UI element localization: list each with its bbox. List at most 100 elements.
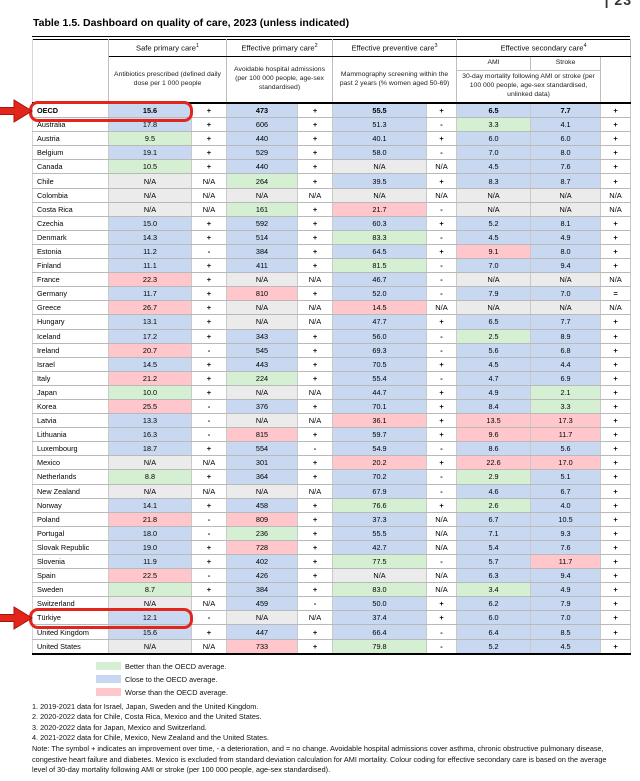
admissions-value-cell: 458 (226, 498, 298, 513)
mammography-trend-cell: + (426, 357, 458, 372)
mammography-value-cell: 56.0 (332, 329, 428, 344)
worse-swatch-icon (96, 688, 121, 697)
stroke-value-cell: 4.1 (530, 117, 602, 133)
admissions-value-cell: 733 (226, 639, 298, 655)
mammography-value-cell: 39.5 (332, 173, 428, 189)
antibiotics-value-cell: 11.1 (108, 258, 192, 274)
ami-value-cell: 3.3 (456, 117, 532, 133)
antibiotics-trend-cell: + (191, 131, 227, 147)
admissions-value-cell: 343 (226, 329, 298, 344)
country-cell: Korea (32, 399, 109, 415)
stroke-value-cell: 8.1 (530, 216, 602, 231)
mammography-trend-cell: N/A (426, 526, 458, 541)
country-cell: Iceland (32, 329, 109, 344)
secondary-trend-cell: + (600, 314, 632, 330)
antibiotics-value-cell: 13.3 (108, 413, 192, 429)
admissions-trend-cell: + (296, 624, 334, 640)
admissions-trend-cell: + (296, 159, 334, 175)
mammography-value-cell: 42.7 (332, 540, 428, 556)
admissions-trend-cell: + (296, 230, 334, 245)
group-effective-primary-care: Effective primary care2 (225, 39, 334, 57)
admissions-value-cell: 545 (226, 343, 298, 358)
mammography-value-cell: 70.5 (332, 357, 428, 372)
mammography-value-cell: 55.4 (332, 371, 428, 386)
mammography-trend-cell: + (426, 102, 458, 119)
country-cell: Mexico (32, 455, 109, 471)
secondary-trend-cell: + (600, 385, 632, 400)
admissions-value-cell: 161 (226, 202, 298, 217)
mammography-value-cell: 59.7 (332, 427, 428, 443)
antibiotics-trend-cell: + (191, 357, 227, 372)
stroke-value-cell: N/A (530, 188, 602, 203)
ami-value-cell: 2.5 (456, 329, 532, 344)
antibiotics-trend-cell: N/A (191, 202, 227, 217)
secondary-trend-cell: + (600, 145, 632, 161)
ami-value-cell: 6.2 (456, 596, 532, 612)
footnote-3: 3. 2020-2022 data for Japan, Mexico and … (32, 722, 207, 732)
antibiotics-value-cell: N/A (108, 596, 192, 612)
antibiotics-value-cell: 18.7 (108, 441, 192, 457)
antibiotics-trend-cell: + (191, 102, 227, 119)
admissions-value-cell: 440 (226, 131, 298, 147)
antibiotics-value-cell: 15.6 (108, 102, 192, 119)
secondary-trend-cell: + (600, 596, 632, 612)
ami-value-cell: 4.9 (456, 385, 532, 400)
admissions-trend-cell: + (296, 639, 334, 655)
secondary-trend-cell: N/A (600, 188, 632, 203)
table-row: Latvia 13.3- N/A N/A 36.1 +13.5 17.3 + (32, 413, 632, 429)
secondary-trend-cell: + (600, 413, 632, 429)
admissions-value-cell: 473 (226, 102, 298, 119)
mammography-value-cell: 47.7 (332, 314, 428, 330)
antibiotics-value-cell: 13.1 (108, 314, 192, 330)
table-row: Luxembourg 18.7 +554-54.9-8.6 5.6 + (32, 441, 632, 457)
admissions-value-cell: N/A (226, 272, 298, 288)
antibiotics-value-cell: 11.7 (108, 286, 192, 302)
ami-value-cell: 4.7 (456, 371, 532, 386)
mammography-trend-cell: - (426, 145, 458, 161)
subheader-antibiotics: Antibiotics prescribed (defined daily do… (108, 56, 227, 104)
stroke-value-cell: 6.7 (530, 484, 602, 499)
secondary-trend-cell: + (600, 526, 632, 541)
antibiotics-value-cell: 12.1 (108, 610, 192, 626)
mammography-trend-cell: + (426, 173, 458, 189)
mammography-value-cell: 20.2 (332, 455, 428, 471)
secondary-trend-cell: + (600, 357, 632, 372)
antibiotics-trend-cell: + (191, 145, 227, 161)
secondary-trend-cell: + (600, 216, 632, 231)
table-row: Austria 9.5 +440 +40.1 +6.0 6.0 + (32, 131, 632, 147)
stroke-value-cell: 17.0 (530, 455, 602, 471)
ami-value-cell: 6.0 (456, 610, 532, 626)
mammography-value-cell: 52.0 (332, 286, 428, 302)
antibiotics-trend-cell: + (191, 540, 227, 556)
table-row: Switzerland N/A N/A 459-50.0 +6.2 7.9 + (32, 596, 632, 612)
admissions-value-cell: N/A (226, 314, 298, 330)
mammography-value-cell: 70.1 (332, 399, 428, 415)
country-cell: Portugal (32, 526, 109, 541)
antibiotics-trend-cell: + (191, 216, 227, 231)
secondary-trend-cell: + (600, 540, 632, 556)
mammography-value-cell: 66.4 (332, 624, 428, 640)
secondary-trend-cell: + (600, 258, 632, 274)
country-cell: Spain (32, 568, 109, 584)
stroke-value-cell: 7.0 (530, 286, 602, 302)
stroke-value-cell: 9.4 (530, 568, 602, 584)
mammography-trend-cell: + (426, 610, 458, 626)
country-cell: Slovenia (32, 554, 109, 570)
mammography-value-cell: 21.7 (332, 202, 428, 217)
mammography-value-cell: 67.9 (332, 484, 428, 499)
mammography-trend-cell: N/A (426, 159, 458, 175)
admissions-value-cell: N/A (226, 484, 298, 499)
antibiotics-trend-cell: - (191, 568, 227, 584)
ami-value-cell: 7.1 (456, 526, 532, 541)
antibiotics-value-cell: N/A (108, 188, 192, 203)
stroke-value-cell: 4.4 (530, 357, 602, 372)
group-safe-primary-care: Safe primary care1 (108, 39, 227, 57)
country-cell: Denmark (32, 230, 109, 245)
mammography-value-cell: 58.0 (332, 145, 428, 161)
legend-label: Better than the OECD average. (125, 661, 227, 671)
country-cell: Israel (32, 357, 109, 372)
secondary-trend-cell: + (600, 441, 632, 457)
admissions-value-cell: 264 (226, 173, 298, 189)
table-row: Norway 14.1 +458 +76.6 +2.6 4.0 + (32, 498, 632, 513)
country-cell: United States (32, 639, 109, 655)
